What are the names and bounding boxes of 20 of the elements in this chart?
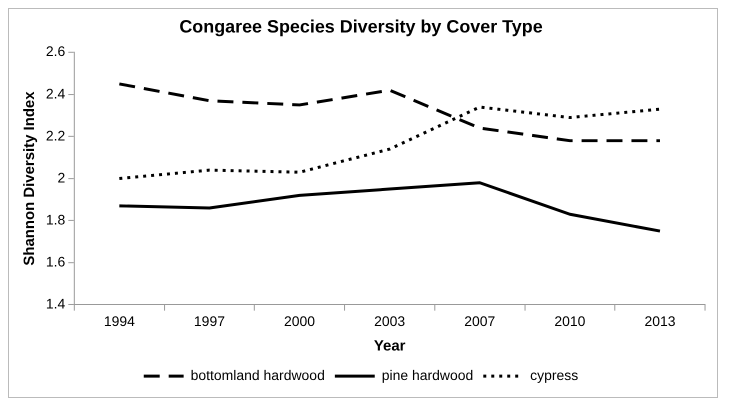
y-tick-label: 2.2 (46, 127, 66, 144)
x-tick-label: 2003 (374, 312, 406, 329)
x-tick-label: 2000 (284, 312, 316, 329)
y-tick-label: 1.4 (46, 296, 66, 312)
legend-label: bottomland hardwood (190, 366, 325, 383)
x-tick-label: 1994 (104, 312, 136, 329)
x-tick-label: 2007 (464, 312, 496, 329)
x-tick-label: 2013 (644, 312, 676, 329)
y-tick-label: 2 (58, 169, 66, 186)
y-axis-title: Shannon Diversity Index (21, 90, 38, 266)
y-tick-label: 2.4 (46, 85, 66, 102)
chart-title: Congaree Species Diversity by Cover Type (179, 16, 543, 37)
legend-label: pine hardwood (382, 366, 474, 383)
x-tick-label: 2010 (554, 312, 586, 329)
legend-label: cypress (530, 366, 578, 383)
y-tick-label: 2.6 (46, 43, 66, 60)
y-tick-label: 1.8 (46, 211, 66, 228)
x-tick-label: 1997 (194, 312, 226, 329)
x-axis-title: Year (374, 337, 406, 354)
y-tick-label: 1.6 (46, 253, 66, 270)
